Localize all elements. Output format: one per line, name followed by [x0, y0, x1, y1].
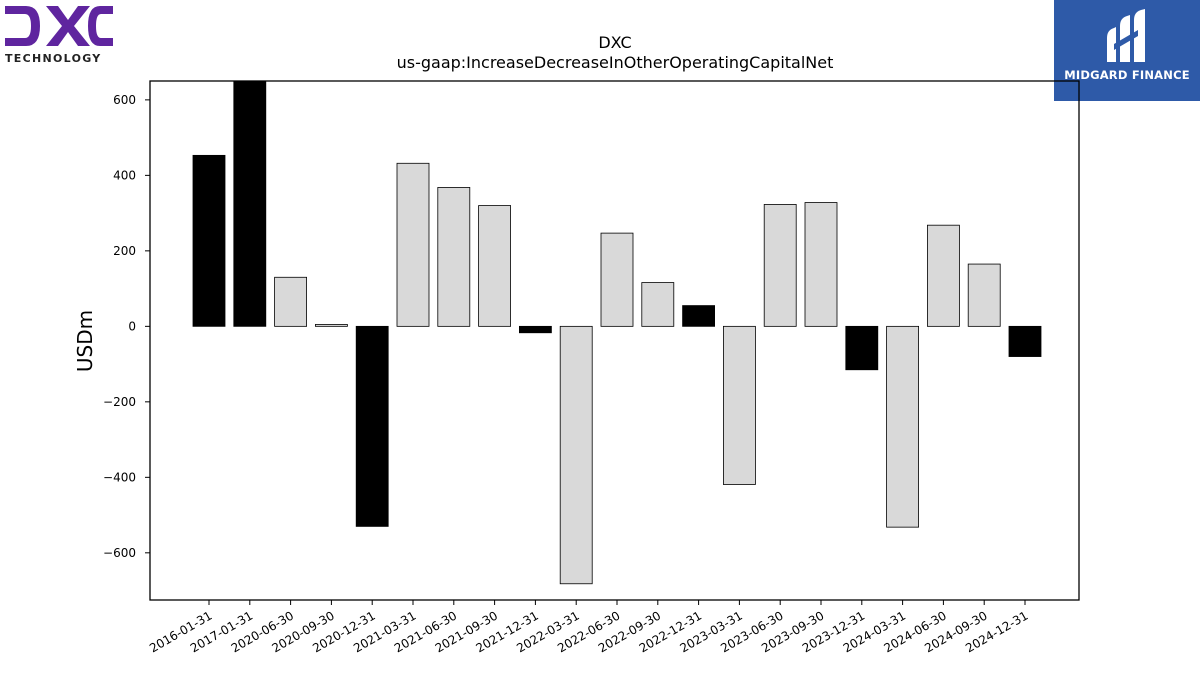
- plot-frame: [149, 80, 1080, 601]
- y-tick-label: 0: [128, 319, 136, 333]
- y-axis: −600 −400 −200 0 200 400 600: [103, 93, 150, 560]
- y-tick-label: −200: [103, 395, 136, 409]
- bar-2022-12-31: [682, 305, 715, 327]
- bar-2022-03-31: [559, 325, 593, 585]
- bar-2024-12-31: [1008, 325, 1042, 357]
- bar-2023-03-31: [723, 325, 756, 485]
- y-tick-label: −600: [103, 546, 136, 560]
- chart-title: DXC: [598, 33, 631, 52]
- bar-2021-06-30: [437, 187, 471, 327]
- dxc-logo-subtitle: TECHNOLOGY: [5, 52, 102, 65]
- bar-2023-06-30: [763, 204, 797, 327]
- midgard-logo-text: MIDGARD FINANCE: [1064, 68, 1190, 82]
- bar-2021-12-31: [519, 325, 552, 334]
- dxc-logo-icon: [5, 6, 113, 46]
- bar-2020-06-30: [274, 276, 308, 327]
- midgard-logo-icon: [1107, 9, 1145, 62]
- bar-2021-03-31: [396, 162, 430, 327]
- bar-2023-09-30: [804, 202, 838, 327]
- y-tick-label: 600: [113, 93, 136, 107]
- bar-2024-06-30: [927, 224, 960, 327]
- midgard-logo: MIDGARD FINANCE: [1054, 0, 1200, 101]
- bar-2021-09-30: [478, 205, 512, 327]
- bar-2023-12-31: [845, 325, 879, 371]
- y-axis-label: USDm: [73, 310, 97, 372]
- x-axis: 2016-01-312017-01-312020-06-302020-09-30…: [147, 600, 1031, 655]
- y-tick-label: 400: [113, 168, 136, 182]
- bar-2024-03-31: [886, 325, 919, 528]
- dxc-logo: TECHNOLOGY: [0, 0, 120, 70]
- bar-2022-09-30: [641, 282, 675, 327]
- chart-subtitle: us-gaap:IncreaseDecreaseInOtherOperating…: [397, 53, 834, 72]
- y-tick-label: 200: [113, 244, 136, 258]
- y-tick-label: −400: [103, 470, 136, 484]
- bar-2020-09-30: [314, 324, 348, 327]
- bar-2017-01-31: [233, 80, 267, 327]
- bars-group: [192, 80, 1042, 585]
- bar-2016-01-31: [192, 154, 226, 327]
- bar-2024-09-30: [967, 263, 1001, 327]
- bar-2022-06-30: [600, 232, 634, 327]
- bar-2020-12-31: [355, 325, 389, 527]
